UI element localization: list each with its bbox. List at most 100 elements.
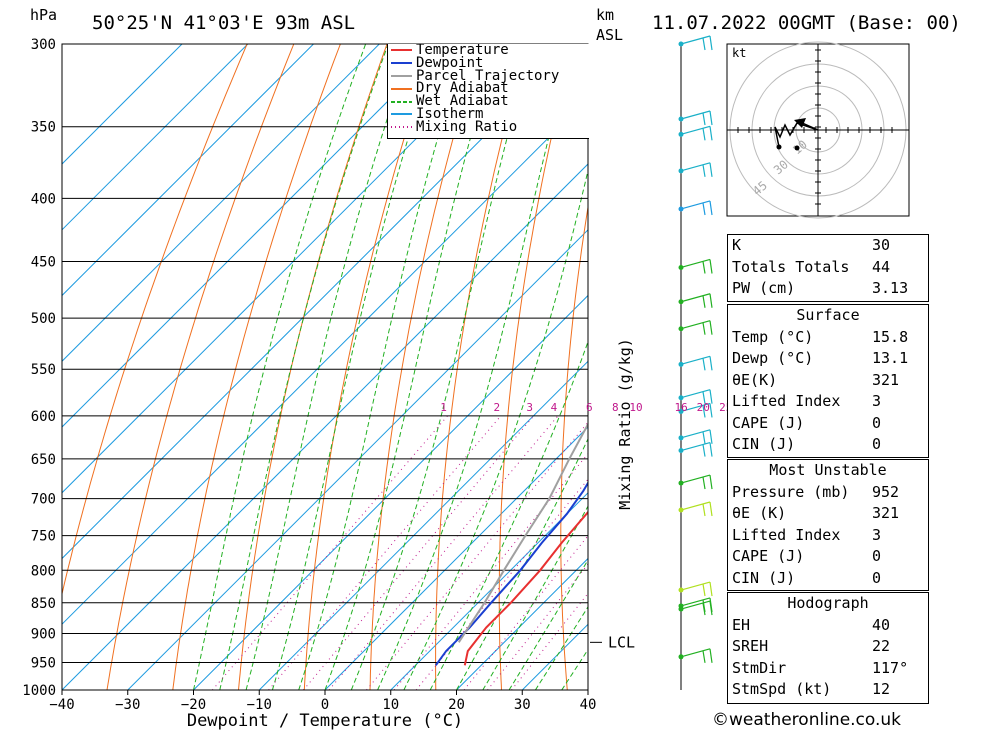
- dry-adiabat: [992, 44, 1000, 690]
- y-tick-label: 500: [31, 311, 56, 327]
- y-tick-label: 600: [31, 409, 56, 425]
- legend-entry: Mixing Ratio: [388, 118, 589, 135]
- profile-temperature: [463, 510, 588, 666]
- wind-barb-shaft: [680, 162, 711, 172]
- x-tick-label: −20: [181, 697, 206, 713]
- wind-barb-shaft: [680, 320, 711, 330]
- mixing-ratio-axis-label: Mixing Ratio (g/kg): [616, 338, 634, 510]
- wet-adiabat: [193, 44, 367, 690]
- wind-barb-flag: [702, 164, 706, 177]
- k-row: K 30: [728, 235, 928, 257]
- datetime-title: 11.07.2022 00GMT (Base: 00): [652, 12, 961, 34]
- k-label: K: [732, 236, 742, 254]
- legend-entry: Dry Adiabat: [388, 82, 589, 95]
- wet-adiabat: [456, 437, 588, 690]
- x-axis-label: Dewpoint / Temperature (°C): [187, 711, 463, 731]
- wind-barb-flag: [702, 295, 706, 308]
- mu-cin-value: 0: [872, 568, 882, 587]
- legend-label: Mixing Ratio: [416, 118, 518, 135]
- hodo-title: Hodograph: [787, 594, 869, 612]
- wind-barb-flag: [702, 444, 706, 457]
- wind-barb-flag: [709, 442, 713, 457]
- pw-value: 3.13: [872, 279, 909, 297]
- surface-box: Surface Temp (°C) 15.8 Dewp (°C) 13.1 θE(K…: [727, 304, 929, 458]
- wind-barb-flag: [709, 600, 713, 616]
- wind-barb-shaft: [680, 600, 711, 610]
- sreh-row: SREH 22: [728, 636, 928, 658]
- wind-barb-shaft: [680, 474, 711, 484]
- wind-barb-flag: [702, 602, 706, 616]
- x-tick-label: −10: [247, 697, 272, 713]
- legend-entry: Temperature: [388, 42, 589, 58]
- wind-barb-flag: [702, 503, 706, 517]
- mu-title: Most Unstable: [769, 461, 887, 479]
- legend-label: Dewpoint: [416, 54, 484, 71]
- mu-cin-label: CIN (J): [732, 568, 796, 587]
- eh-value: 40: [872, 615, 891, 634]
- wind-barb-flag: [709, 581, 713, 597]
- hodograph-point: [794, 145, 800, 151]
- wet-adiabat: [377, 44, 573, 690]
- legend-swatch: [391, 87, 412, 90]
- profiles: [434, 422, 588, 666]
- x-tick-label: 20: [448, 697, 465, 713]
- isotherm: [62, 44, 249, 231]
- legend: Temperature Dewpoint Parcel Trajectory Dry …: [387, 42, 589, 139]
- wind-barb-shaft: [680, 200, 711, 210]
- mixing-ratio-label: 10: [629, 401, 642, 414]
- wet-adiabat: [324, 44, 498, 690]
- legend-swatch: [391, 113, 412, 116]
- pw-label: PW (cm): [732, 279, 796, 297]
- isotherm: [324, 426, 588, 690]
- wind-barb-flag: [709, 200, 713, 216]
- dry-adiabat: [678, 44, 713, 690]
- hodograph-box: Hodograph EH 40 SREH 22 StmDir 117° StmSpd …: [727, 592, 929, 704]
- cape-value: 0: [872, 413, 882, 432]
- x-tick-label: 10: [382, 697, 399, 713]
- legend-swatch: [391, 49, 412, 52]
- wind-barb-shaft: [680, 429, 711, 439]
- axes: 3003504004505005506006507007508008509009…: [22, 37, 635, 731]
- isotherm: [193, 294, 588, 690]
- isotherm: [62, 97, 588, 625]
- wind-barb-shaft: [680, 35, 711, 45]
- sreh-value: 22: [872, 637, 891, 655]
- wind-barb-flag: [709, 429, 713, 444]
- isotherm: [62, 44, 314, 297]
- legend-label: Temperature: [416, 42, 509, 58]
- wind-barb-flag: [709, 110, 713, 126]
- x-tick-label: 40: [580, 697, 597, 713]
- mu-li-label: Lifted Index: [732, 525, 841, 544]
- temp-value: 15.8: [872, 327, 909, 346]
- x-tick-label: −30: [115, 697, 140, 713]
- legend-swatch: [391, 100, 412, 103]
- legend-entry: Wet Adiabat: [388, 94, 589, 108]
- y-tick-label: 400: [31, 191, 56, 207]
- legend-label: Dry Adiabat: [416, 80, 509, 97]
- legend-entry: Dewpoint: [388, 54, 589, 71]
- wind-barb-shaft: [680, 355, 711, 365]
- eh-row: EH 40: [728, 615, 928, 637]
- wind-barb-flag: [709, 474, 713, 490]
- isotherm: [62, 44, 183, 165]
- wind-barb-flag: [709, 356, 713, 371]
- copyright-link[interactable]: ©weatheronline.co.uk: [712, 710, 902, 730]
- x-tick-label: −40: [49, 697, 74, 713]
- mu-pressure-label: Pressure (mb): [732, 482, 850, 501]
- isotherm: [390, 492, 588, 690]
- isotherm: [62, 44, 380, 362]
- tt-label: Totals Totals: [732, 257, 850, 276]
- legend-swatch: [391, 126, 412, 129]
- pw-row: PW (cm) 3.13: [728, 278, 928, 300]
- y-tick-label: 1000: [22, 683, 56, 699]
- height-unit-asl: ASL: [596, 26, 624, 44]
- dry-adiabat: [369, 44, 481, 690]
- wind-barb-flag: [702, 128, 706, 141]
- dewp-label: Dewp (°C): [732, 349, 814, 367]
- mu-theta-value: 321: [872, 504, 900, 522]
- wind-barb-flag: [702, 37, 706, 51]
- mu-theta-label: θE (K): [732, 504, 787, 522]
- dewp-value: 13.1: [872, 349, 909, 367]
- mu-pressure-value: 952: [872, 482, 900, 501]
